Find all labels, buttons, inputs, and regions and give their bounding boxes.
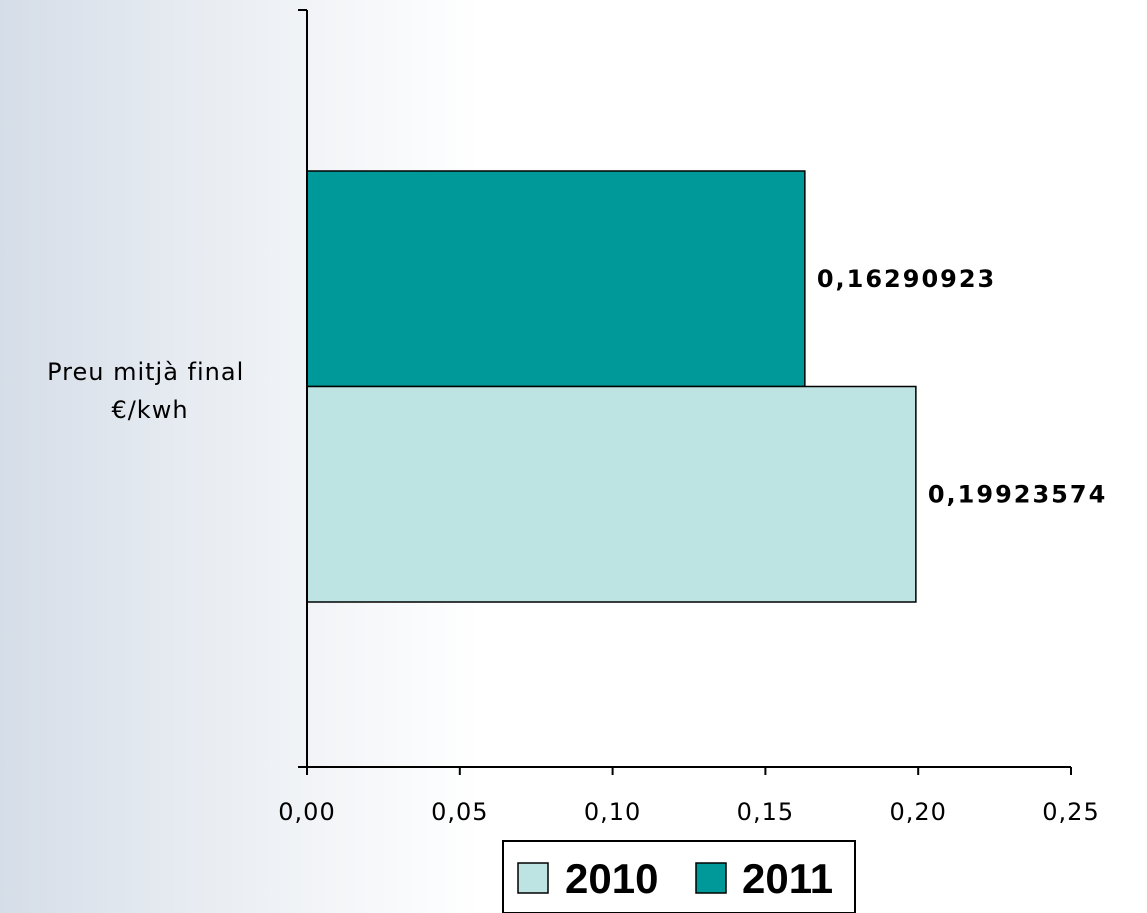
legend-box (502, 840, 856, 913)
legend-label-2010: 2010 (565, 855, 658, 902)
x-tick-label: 0,20 (889, 798, 946, 826)
bar-2010 (306, 385, 917, 603)
plot-area: Preu mitjà final €/kwh 0,16290923 0,19923… (47, 9, 1107, 826)
legend-swatch-2011 (695, 862, 727, 894)
x-tick-label: 0,10 (584, 798, 641, 826)
x-tick-label: 0,15 (737, 798, 794, 826)
bar-2011 (306, 170, 806, 388)
category-label: Preu mitjà final €/kwh (47, 358, 253, 424)
x-tick-label: 0,05 (431, 798, 488, 826)
data-label-2010: 0,19923574 (928, 480, 1107, 508)
x-tick-label: 0,25 (1042, 798, 1099, 826)
legend: 2010 2011 (502, 840, 856, 913)
legend-label-2011: 2011 (742, 855, 833, 902)
legend-swatch-2010 (517, 862, 549, 894)
x-tick-label: 0,00 (278, 798, 335, 826)
data-label-2011: 0,16290923 (817, 265, 996, 293)
